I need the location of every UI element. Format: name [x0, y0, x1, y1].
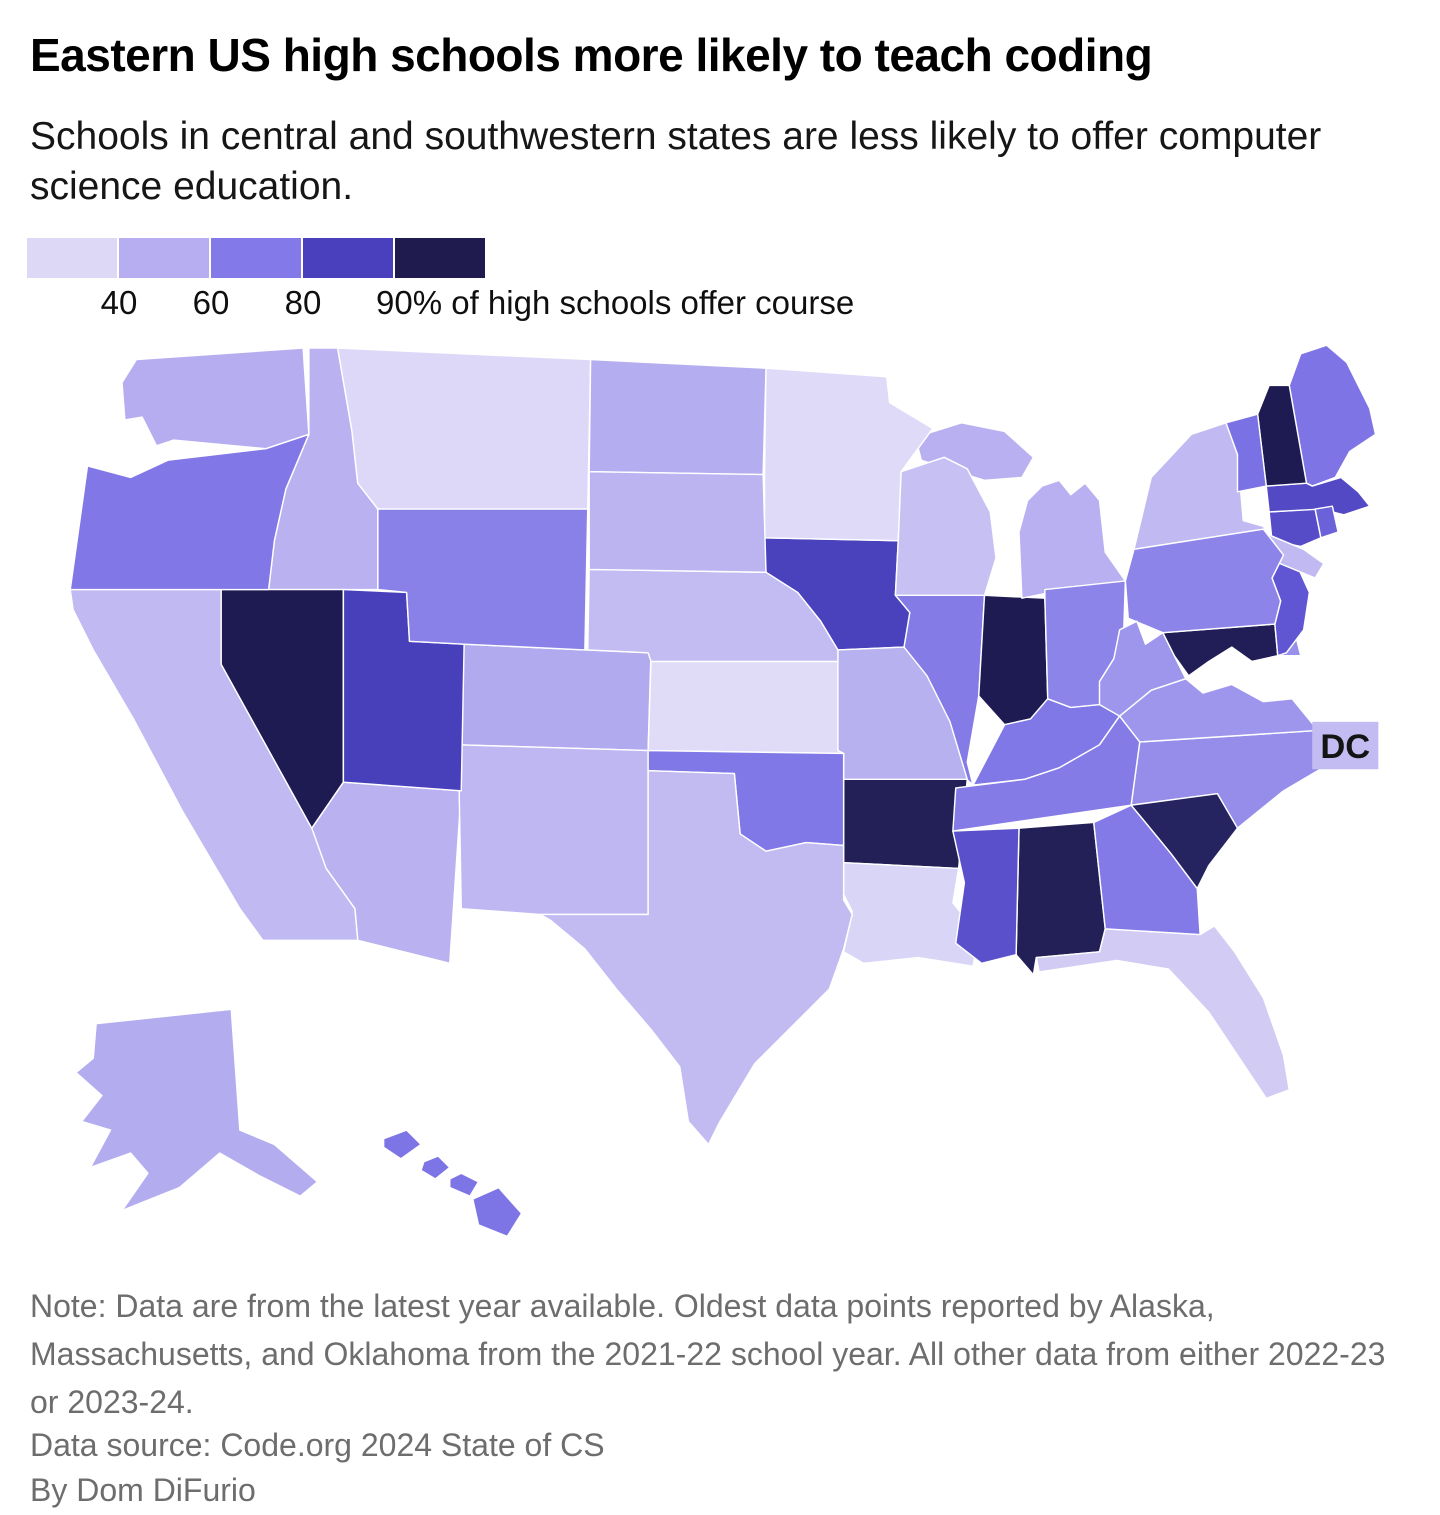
state-vt[interactable]: Vermont	[1225, 413, 1267, 493]
dc-callout[interactable]: DC	[1312, 721, 1379, 770]
us-map-container: AlabamaAlaskaArizonaArkansasCaliforniaCo…	[30, 345, 1410, 1251]
state-ak[interactable]: Alaska	[75, 1008, 319, 1212]
byline: By Dom DiFurio	[30, 1472, 256, 1509]
state-nv[interactable]: Nevada	[220, 588, 345, 829]
legend-swatch-2	[119, 238, 209, 278]
data-source: Data source: Code.org 2024 State of CS	[30, 1427, 605, 1463]
legend-tick-60: 60	[192, 284, 230, 321]
chart-attribution: Data source: Code.org 2024 State of CS B…	[30, 1423, 1410, 1514]
chart-title: Eastern US high schools more likely to t…	[30, 29, 1153, 81]
legend-labels: 40 60 80 90% of high schools offer cours…	[27, 278, 1407, 321]
color-legend: 40 60 80 90% of high schools offer cours…	[27, 238, 1407, 324]
legend-swatch-1	[27, 238, 117, 278]
state-ma[interactable]: Massachusetts	[1265, 476, 1371, 516]
state-la[interactable]: Louisiana	[842, 861, 980, 967]
legend-swatch-4	[303, 238, 393, 278]
state-mt[interactable]: Montana	[336, 347, 592, 510]
legend-swatch-3	[211, 238, 301, 278]
state-ne[interactable]: Nebraska	[587, 568, 839, 663]
state-in[interactable]: Indiana	[978, 594, 1049, 726]
state-sd[interactable]: South Dakota	[588, 470, 767, 574]
state-nd[interactable]: North Dakota	[588, 358, 767, 476]
state-ri[interactable]: Rhode Island	[1314, 505, 1339, 539]
legend-tick-80: 80	[284, 284, 322, 321]
state-tx[interactable]: Texas	[539, 769, 853, 1146]
chart-subtitle: Schools in central and southwestern stat…	[30, 115, 1322, 208]
us-choropleth-map[interactable]: AlabamaAlaskaArizonaArkansasCaliforniaCo…	[30, 345, 1410, 1251]
state-hi[interactable]: Hawaii	[382, 1129, 523, 1238]
state-ms[interactable]: Mississippi	[952, 827, 1020, 965]
state-nm[interactable]: New Mexico	[457, 744, 649, 916]
state-wy[interactable]: Wyoming	[377, 508, 589, 651]
legend-swatch-row	[27, 238, 1407, 278]
state-ar[interactable]: Arkansas	[842, 778, 968, 870]
state-wv[interactable]: West Virginia	[1098, 620, 1187, 717]
dc-label: DC	[1320, 728, 1370, 766]
legend-swatch-5	[395, 238, 485, 278]
legend-tick-40: 40	[100, 284, 138, 321]
state-sc[interactable]: South Carolina	[1130, 792, 1239, 890]
state-pa[interactable]: Pennsylvania	[1124, 528, 1285, 634]
state-co[interactable]: Colorado	[457, 643, 652, 752]
legend-scale-label: 90% of high schools offer course	[376, 284, 855, 321]
chart-note: Note: Data are from the latest year avai…	[30, 1288, 1386, 1420]
state-mo[interactable]: Missouri	[837, 646, 968, 781]
state-wa[interactable]: Washington	[121, 347, 310, 450]
state-wi[interactable]: Wisconsin	[894, 456, 997, 597]
dc-swatch[interactable]	[1312, 721, 1379, 770]
state-ks[interactable]: Kansas	[647, 660, 845, 755]
